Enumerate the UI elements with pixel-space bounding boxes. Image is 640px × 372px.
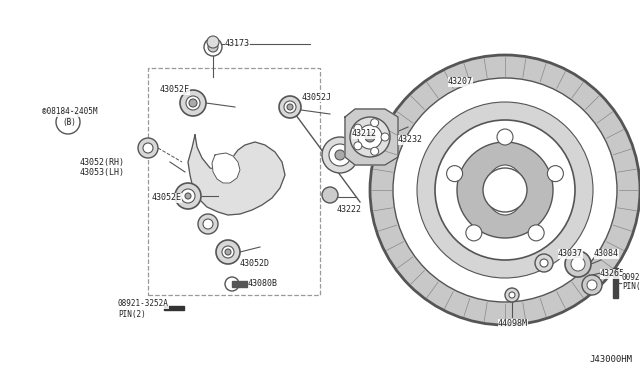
- Circle shape: [447, 166, 463, 182]
- Circle shape: [582, 275, 602, 295]
- Bar: [148, 68, 320, 295]
- Circle shape: [222, 246, 234, 258]
- Circle shape: [417, 102, 593, 278]
- Text: ®08184-2405M: ®08184-2405M: [42, 108, 97, 116]
- Circle shape: [225, 249, 231, 255]
- Polygon shape: [345, 109, 398, 165]
- Circle shape: [225, 277, 239, 291]
- Circle shape: [540, 259, 548, 267]
- Text: 43265: 43265: [600, 269, 625, 279]
- Text: 43052J: 43052J: [302, 93, 332, 102]
- Ellipse shape: [486, 165, 524, 215]
- Circle shape: [587, 280, 597, 290]
- Circle shape: [547, 166, 563, 182]
- Text: B: B: [65, 118, 71, 126]
- Circle shape: [180, 90, 206, 116]
- Circle shape: [335, 150, 345, 160]
- Circle shape: [497, 129, 513, 145]
- Circle shape: [279, 96, 301, 118]
- Circle shape: [435, 120, 575, 260]
- Text: 43207: 43207: [448, 77, 473, 87]
- Circle shape: [208, 42, 218, 52]
- Text: 43222: 43222: [337, 205, 362, 214]
- Circle shape: [186, 96, 200, 110]
- Text: 08921-3252A: 08921-3252A: [118, 299, 169, 308]
- Text: 00921-3402A: 00921-3402A: [622, 273, 640, 282]
- Circle shape: [143, 143, 153, 153]
- Text: 43053(LH): 43053(LH): [80, 167, 125, 176]
- Circle shape: [483, 168, 527, 212]
- Circle shape: [204, 38, 222, 56]
- Circle shape: [370, 55, 640, 325]
- Circle shape: [175, 183, 201, 209]
- Polygon shape: [613, 268, 618, 298]
- Circle shape: [509, 292, 515, 298]
- Circle shape: [457, 142, 553, 238]
- Text: PIN(2): PIN(2): [118, 310, 146, 318]
- Circle shape: [365, 132, 375, 142]
- Circle shape: [381, 133, 389, 141]
- Text: 43084: 43084: [594, 250, 619, 259]
- Circle shape: [535, 254, 553, 272]
- Polygon shape: [212, 153, 240, 183]
- Circle shape: [322, 187, 338, 203]
- Circle shape: [505, 288, 519, 302]
- Text: 43080B: 43080B: [248, 279, 278, 289]
- Text: 43173: 43173: [225, 39, 250, 48]
- Circle shape: [393, 78, 617, 302]
- Circle shape: [138, 138, 158, 158]
- Polygon shape: [232, 281, 248, 287]
- Circle shape: [198, 214, 218, 234]
- Circle shape: [371, 147, 379, 155]
- Text: 43232: 43232: [398, 135, 423, 144]
- Circle shape: [216, 240, 240, 264]
- Circle shape: [189, 99, 197, 107]
- Text: 43037: 43037: [558, 250, 583, 259]
- Circle shape: [354, 124, 362, 132]
- Text: 44098M: 44098M: [498, 320, 528, 328]
- Circle shape: [284, 101, 296, 113]
- Circle shape: [185, 193, 191, 199]
- Polygon shape: [164, 306, 184, 310]
- Circle shape: [287, 104, 293, 110]
- Circle shape: [322, 137, 358, 173]
- Text: 43052(RH): 43052(RH): [80, 157, 125, 167]
- Circle shape: [350, 117, 390, 157]
- Circle shape: [571, 257, 585, 271]
- Polygon shape: [188, 135, 285, 215]
- Text: (B): (B): [62, 118, 76, 126]
- Circle shape: [466, 225, 482, 241]
- Circle shape: [528, 225, 544, 241]
- Text: 43052D: 43052D: [240, 260, 270, 269]
- Circle shape: [354, 142, 362, 150]
- Text: 43212: 43212: [352, 129, 377, 138]
- Circle shape: [203, 219, 213, 229]
- Circle shape: [207, 36, 219, 48]
- Text: PIN(2): PIN(2): [622, 282, 640, 292]
- Circle shape: [56, 110, 80, 134]
- Circle shape: [181, 189, 195, 203]
- Circle shape: [358, 125, 382, 149]
- Circle shape: [329, 144, 351, 166]
- Circle shape: [371, 119, 379, 127]
- Text: J43000HM: J43000HM: [589, 355, 632, 364]
- Circle shape: [565, 251, 591, 277]
- Text: 43052E: 43052E: [152, 193, 182, 202]
- Text: 43052F: 43052F: [160, 86, 190, 94]
